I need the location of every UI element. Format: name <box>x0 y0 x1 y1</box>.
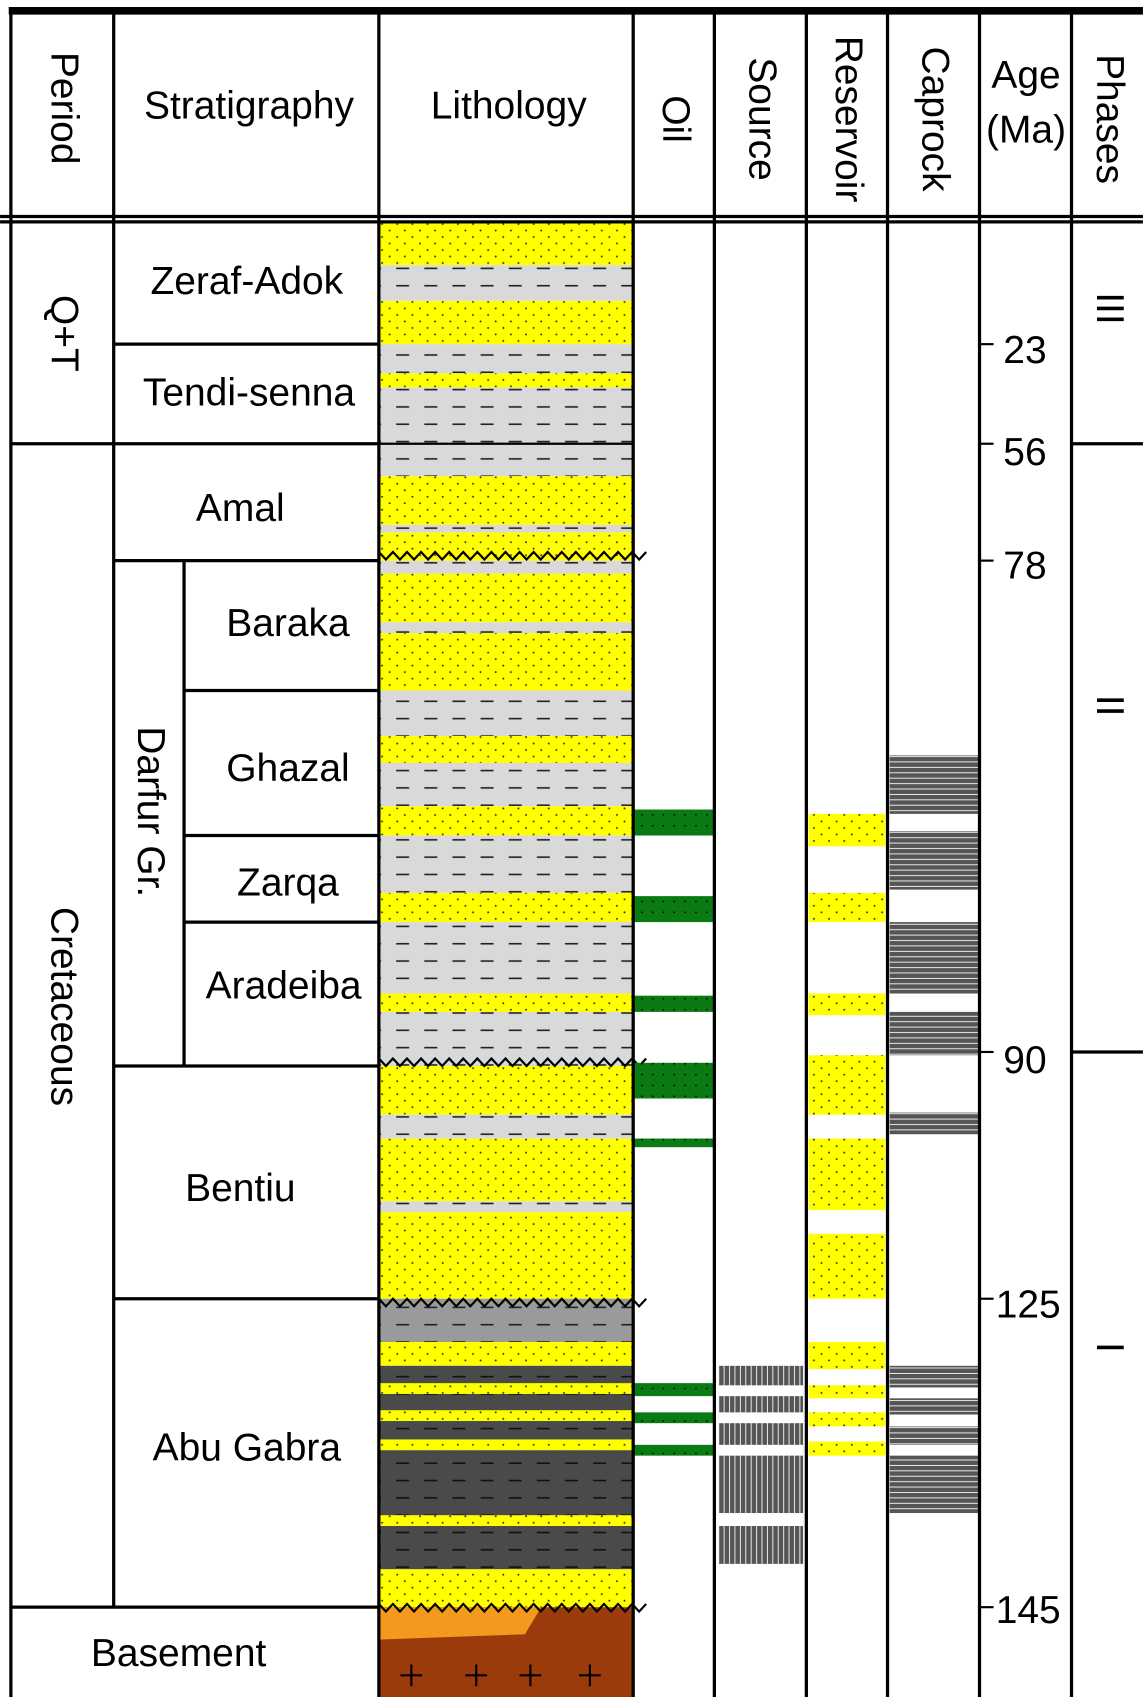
age-label: 145 <box>996 1589 1061 1632</box>
lithology-layer <box>379 806 633 835</box>
period-label: Cretaceous <box>42 907 85 1106</box>
reservoir-zone <box>809 1412 886 1426</box>
oil-zone <box>633 996 714 1012</box>
formation-label: Ghazal <box>226 747 349 790</box>
header: Period Stratigraphy Lithology Oil Source… <box>42 36 1130 203</box>
lithology-layer <box>379 690 633 735</box>
header-period: Period <box>42 52 85 165</box>
phase-label: III <box>1088 292 1131 324</box>
header-oil: Oil <box>654 95 697 143</box>
oil-zone <box>633 810 714 836</box>
lithology-layer <box>379 763 633 806</box>
caprock-zone <box>890 1113 979 1135</box>
formation-label: Baraka <box>226 602 350 645</box>
lithology-layer <box>379 1201 633 1212</box>
formation-label: Amal <box>196 487 285 530</box>
reservoir-zone <box>809 814 886 846</box>
age-label: 125 <box>996 1284 1061 1327</box>
lithology-layer <box>379 1366 633 1569</box>
formation-label: Aradeiba <box>206 964 362 1007</box>
gap <box>719 1513 803 1526</box>
lithology-layer <box>379 1115 633 1139</box>
age-label: 78 <box>1003 544 1046 587</box>
gap <box>719 1445 803 1456</box>
lithology-layer <box>379 222 633 265</box>
caprock-zone <box>890 755 979 813</box>
formation-label: Bentiu <box>185 1167 295 1210</box>
lithology-layer <box>379 1342 633 1366</box>
gap <box>890 1415 979 1427</box>
header-caprock: Caprock <box>914 47 957 193</box>
stratigraphic-column: Period Stratigraphy Lithology Oil Source… <box>0 0 1143 1697</box>
lithology-layer <box>379 622 633 633</box>
lithology-layer <box>379 301 633 344</box>
lithology-layer <box>379 922 633 993</box>
lithology-layer <box>379 1139 633 1202</box>
lithology-layer <box>379 561 633 574</box>
lithology-layer <box>379 1569 633 1607</box>
lithology-layer <box>379 476 633 525</box>
lithology-layer <box>379 633 633 690</box>
reservoir-zone <box>809 994 886 1016</box>
reservoir-zone <box>809 1234 886 1299</box>
phase-label: II <box>1088 695 1131 717</box>
lithology-layer <box>379 373 633 387</box>
header-age-unit: (Ma) <box>986 108 1066 151</box>
gap <box>719 1385 803 1396</box>
reservoir-zone <box>809 1442 886 1456</box>
age-label: 56 <box>1003 431 1046 474</box>
formation-label: Abu Gabra <box>153 1427 342 1470</box>
lithology-layer <box>379 525 633 533</box>
oil-zone <box>633 1139 714 1148</box>
formation-label: Zarqa <box>237 862 339 905</box>
lithology-layer <box>379 736 633 763</box>
lithology-layer <box>379 1212 633 1299</box>
gap <box>890 1445 979 1456</box>
oil-zone <box>633 1412 714 1423</box>
age-label: 90 <box>1003 1039 1046 1082</box>
page: {"header": {"period": "Period", "stratig… <box>0 0 1143 1697</box>
formation-label: Zeraf-Adok <box>150 260 343 303</box>
reservoir-zone <box>809 1342 886 1369</box>
lithology-layer <box>379 1439 633 1450</box>
phase-label: I <box>1088 1342 1131 1353</box>
header-stratigraphy: Stratigraphy <box>144 85 355 128</box>
lithology-layer <box>379 994 633 1012</box>
period-label: Basement <box>91 1632 267 1675</box>
oil-zone <box>633 1063 714 1099</box>
reservoir-zone <box>809 1385 886 1398</box>
lithology-layer <box>379 1410 633 1421</box>
gap <box>890 1387 979 1398</box>
header-phases: Phases <box>1088 54 1131 184</box>
lithology-layer <box>379 344 633 373</box>
age-label: 23 <box>1003 329 1046 372</box>
caprock-zone <box>890 831 979 889</box>
caprock-zone <box>890 1012 979 1055</box>
oil-zone <box>633 1383 714 1396</box>
formation-label: Tendi-senna <box>143 371 356 414</box>
lithology-layer <box>379 387 633 476</box>
reservoir-zone <box>809 893 886 922</box>
header-reservoir: Reservoir <box>827 36 870 203</box>
oil-zone <box>633 896 714 922</box>
lithology-layer <box>379 1383 633 1394</box>
lithology-layer <box>379 1515 633 1526</box>
lithology-layer <box>379 574 633 623</box>
lithology-layer <box>379 1066 633 1115</box>
lithology-layer <box>379 265 633 301</box>
reservoir-zone <box>809 1139 886 1210</box>
header-age: Age <box>991 54 1060 97</box>
lithology-layer <box>379 836 633 893</box>
group-label: Darfur Gr. <box>129 726 172 897</box>
header-source: Source <box>741 57 784 180</box>
reservoir-zone <box>809 1055 886 1115</box>
header-lithology: Lithology <box>431 85 587 128</box>
lithology-layer <box>379 893 633 922</box>
gap <box>719 1412 803 1423</box>
oil-zone <box>633 1445 714 1456</box>
period-label: Q+T <box>42 295 85 372</box>
caprock-zone <box>890 922 979 993</box>
